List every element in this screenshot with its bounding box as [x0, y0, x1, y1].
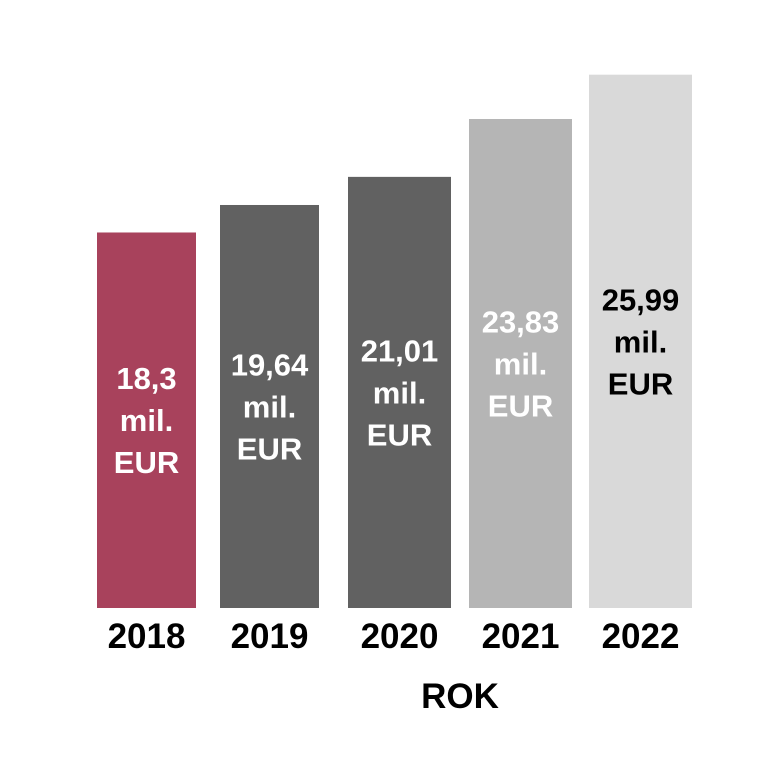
data-label-2019-line-2: mil.: [243, 389, 296, 424]
bar-2022: [589, 74, 692, 609]
bar-2018: [97, 232, 196, 608]
data-label-2020-line-1: 21,01: [361, 333, 439, 368]
data-label-2021-line-2: mil.: [494, 347, 547, 382]
data-label-2020-line-3: EUR: [367, 417, 432, 452]
data-label-2019-line-3: EUR: [237, 431, 302, 466]
x-tick-label-2022: 2022: [602, 617, 680, 656]
bar-2020: [348, 176, 451, 608]
bar-2019: [220, 204, 319, 609]
x-tick-label-2019: 2019: [231, 617, 309, 656]
x-tick-label-2018: 2018: [108, 617, 186, 656]
data-label-2022-line-1: 25,99: [602, 282, 680, 317]
value-labels-group: 18,3 mil. EUR 19,64 mil. EUR 21,01 mil. EUR 23,83…: [114, 282, 680, 480]
data-label-2022-line-2: mil.: [614, 324, 667, 359]
data-label-2022-line-3: EUR: [608, 366, 673, 401]
data-label-2019-line-1: 19,64: [231, 347, 309, 382]
bars-group: [97, 74, 692, 609]
data-label-2021-line-3: EUR: [488, 389, 553, 424]
data-label-2018-line-2: mil.: [120, 403, 173, 438]
data-label-2018-line-3: EUR: [114, 445, 179, 480]
data-label-2021-line-1: 23,83: [482, 305, 560, 340]
x-tick-label-2021: 2021: [482, 617, 560, 656]
x-axis-label: ROK: [421, 677, 499, 716]
x-tick-label-2020: 2020: [361, 617, 439, 656]
data-label-2020-line-2: mil.: [373, 375, 426, 410]
x-tick-labels-group: 2018 2019 2020 2021 2022: [108, 617, 680, 656]
data-label-2018-line-1: 18,3: [116, 361, 176, 396]
bar-2021: [469, 119, 572, 609]
